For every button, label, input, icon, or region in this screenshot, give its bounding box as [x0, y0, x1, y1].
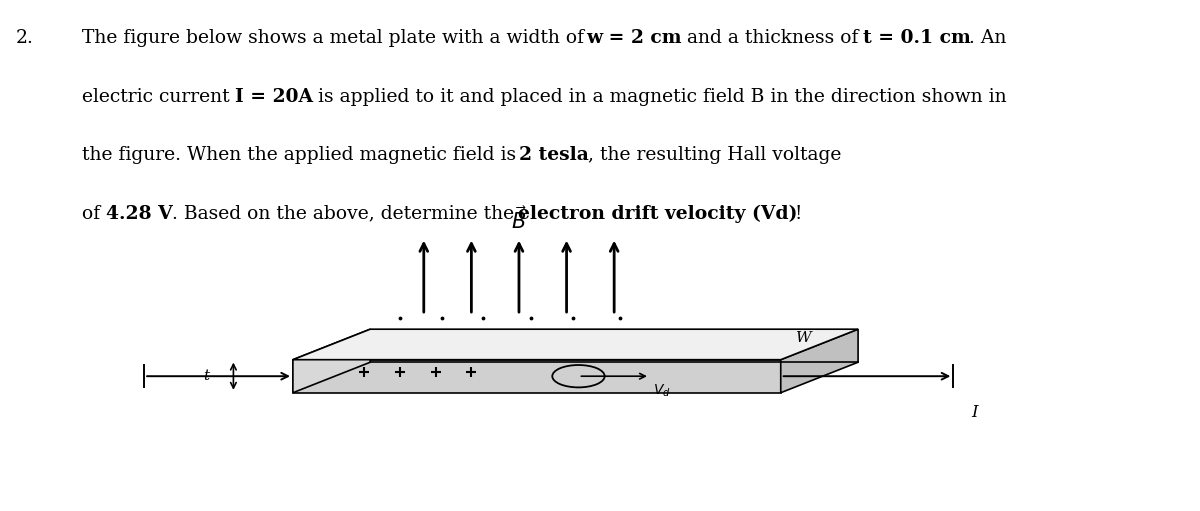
Text: electron drift velocity (Vd): electron drift velocity (Vd): [517, 205, 797, 223]
Text: . An: . An: [970, 29, 1007, 48]
Text: $\vec{B}$: $\vec{B}$: [511, 206, 527, 233]
Text: w = 2 cm: w = 2 cm: [586, 29, 682, 48]
Polygon shape: [781, 329, 858, 393]
Text: electric current: electric current: [83, 88, 236, 106]
Polygon shape: [293, 360, 781, 393]
Text: 2.: 2.: [16, 29, 34, 48]
Text: of: of: [83, 205, 107, 223]
Text: t = 0.1 cm: t = 0.1 cm: [863, 29, 971, 48]
Text: I: I: [971, 404, 978, 421]
Text: 4.28 V: 4.28 V: [107, 205, 173, 223]
Text: !: !: [794, 205, 802, 223]
Text: 2 tesla: 2 tesla: [518, 146, 588, 164]
Text: The figure below shows a metal plate with a width of: The figure below shows a metal plate wit…: [83, 29, 590, 48]
Text: and a thickness of: and a thickness of: [680, 29, 864, 48]
Text: is applied to it and placed in a magnetic field B in the direction shown in: is applied to it and placed in a magneti…: [312, 88, 1007, 106]
Polygon shape: [293, 329, 371, 393]
Polygon shape: [293, 329, 858, 360]
Text: $V_d$: $V_d$: [654, 382, 671, 399]
Text: . Based on the above, determine the: . Based on the above, determine the: [173, 205, 521, 223]
Text: W: W: [797, 331, 812, 345]
Text: the figure. When the applied magnetic field is: the figure. When the applied magnetic fi…: [83, 146, 522, 164]
Text: , the resulting Hall voltage: , the resulting Hall voltage: [588, 146, 841, 164]
Text: I = 20A: I = 20A: [235, 88, 313, 106]
Text: t: t: [204, 369, 210, 383]
